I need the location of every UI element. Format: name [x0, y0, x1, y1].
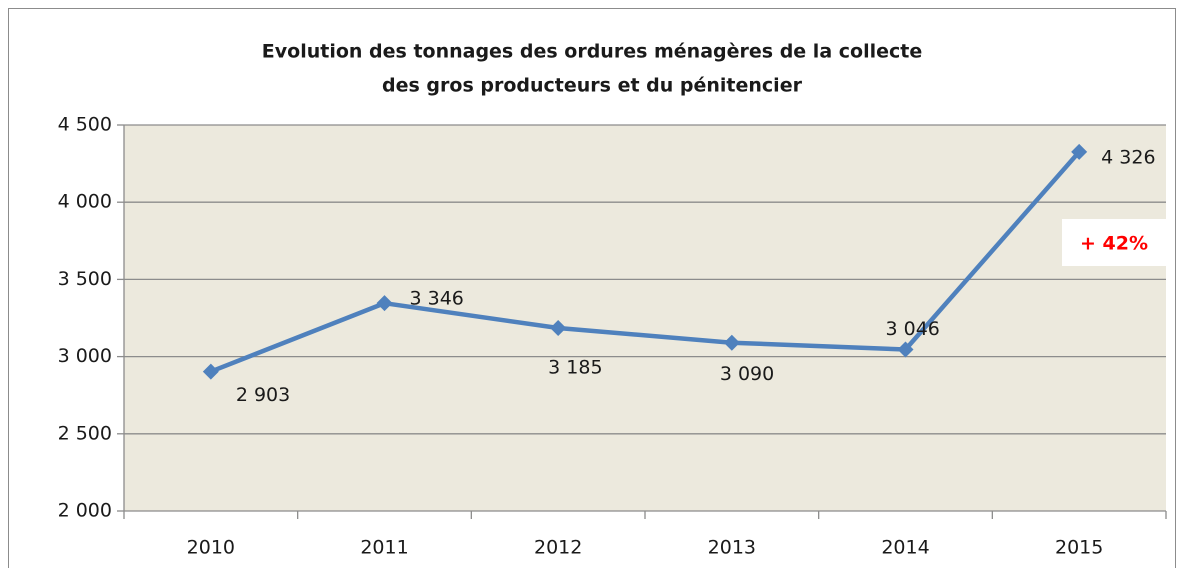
- data-label: 3 090: [720, 363, 774, 385]
- y-tick-label: 4 500: [58, 114, 112, 136]
- marker: [376, 295, 393, 312]
- annotation: + 42%: [1080, 233, 1148, 255]
- x-tick-label: 2010: [187, 537, 235, 559]
- line-series: [210, 150, 1081, 374]
- x-tick-label: 2012: [534, 537, 582, 559]
- data-label: 3 346: [410, 288, 464, 310]
- x-tick-label: 2015: [1055, 537, 1103, 559]
- marker: [550, 320, 567, 337]
- plot-area: [124, 125, 1166, 511]
- y-tick-label: 2 000: [58, 500, 112, 522]
- x-tick-label: 2014: [881, 537, 929, 559]
- x-tick-label: 2011: [360, 537, 408, 559]
- data-label: 3 185: [548, 357, 602, 379]
- x-tick-label: 2013: [708, 537, 756, 559]
- annotation-box: [1062, 219, 1166, 266]
- chart-title: Evolution des tonnages des ordures ménag…: [262, 41, 922, 63]
- data-label: 2 903: [236, 384, 290, 406]
- y-tick-label: 3 500: [58, 268, 112, 290]
- chart-title: des gros producteurs et du pénitencier: [382, 75, 803, 97]
- y-tick-label: 2 500: [58, 422, 112, 444]
- marker: [897, 341, 914, 358]
- y-tick-label: 3 000: [58, 345, 112, 367]
- marker: [723, 334, 740, 351]
- marker: [1071, 143, 1088, 160]
- marker: [202, 363, 219, 380]
- y-tick-label: 4 000: [58, 191, 112, 213]
- data-label: 3 046: [886, 318, 940, 340]
- data-label: 4 326: [1101, 146, 1155, 168]
